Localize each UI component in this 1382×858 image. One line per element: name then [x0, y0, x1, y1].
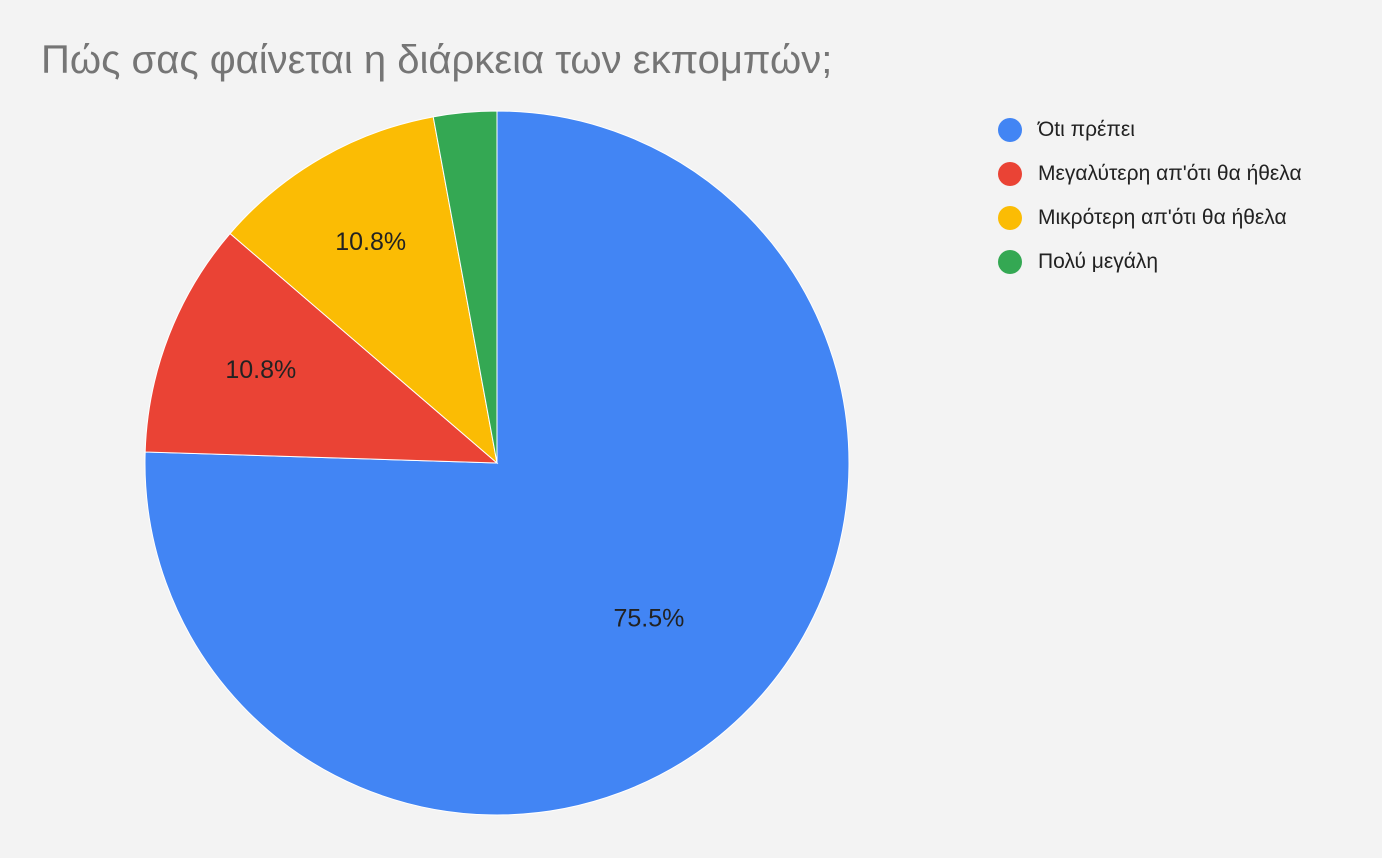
pie-slice[interactable] [229, 116, 498, 465]
pie-slice[interactable] [432, 110, 498, 464]
legend: Όtι πρέπει Μεγαλύτερη απ'ότι θα ήθελα Μι… [998, 108, 1302, 284]
legend-item[interactable]: Πολύ μεγάλη [998, 240, 1302, 284]
legend-item[interactable]: Όtι πρέπει [998, 108, 1302, 152]
slice-data-label: 10.8% [335, 228, 406, 256]
slice-data-label: 10.8% [225, 356, 296, 384]
chart-title: Πώς σας φαίνεται η διάρκεια των εκπομπών… [41, 38, 833, 82]
legend-label: Μικρότερη απ'ότι θα ήθελα [1038, 206, 1287, 229]
legend-swatch [998, 118, 1022, 142]
pie-slice[interactable] [144, 232, 499, 464]
legend-swatch [998, 250, 1022, 274]
legend-label: Πολύ μεγάλη [1038, 250, 1159, 273]
legend-item[interactable]: Μικρότερη απ'ότι θα ήθελα [998, 196, 1302, 240]
legend-label: Μεγαλύτερη απ'ότι θα ήθελα [1038, 162, 1302, 185]
legend-swatch [998, 162, 1022, 186]
legend-item[interactable]: Μεγαλύτερη απ'ότι θα ήθελα [998, 152, 1302, 196]
pie-slice[interactable] [144, 110, 850, 816]
legend-swatch [998, 206, 1022, 230]
slice-data-label: 75.5% [613, 604, 684, 632]
legend-label: Όtι πρέπει [1038, 118, 1135, 141]
